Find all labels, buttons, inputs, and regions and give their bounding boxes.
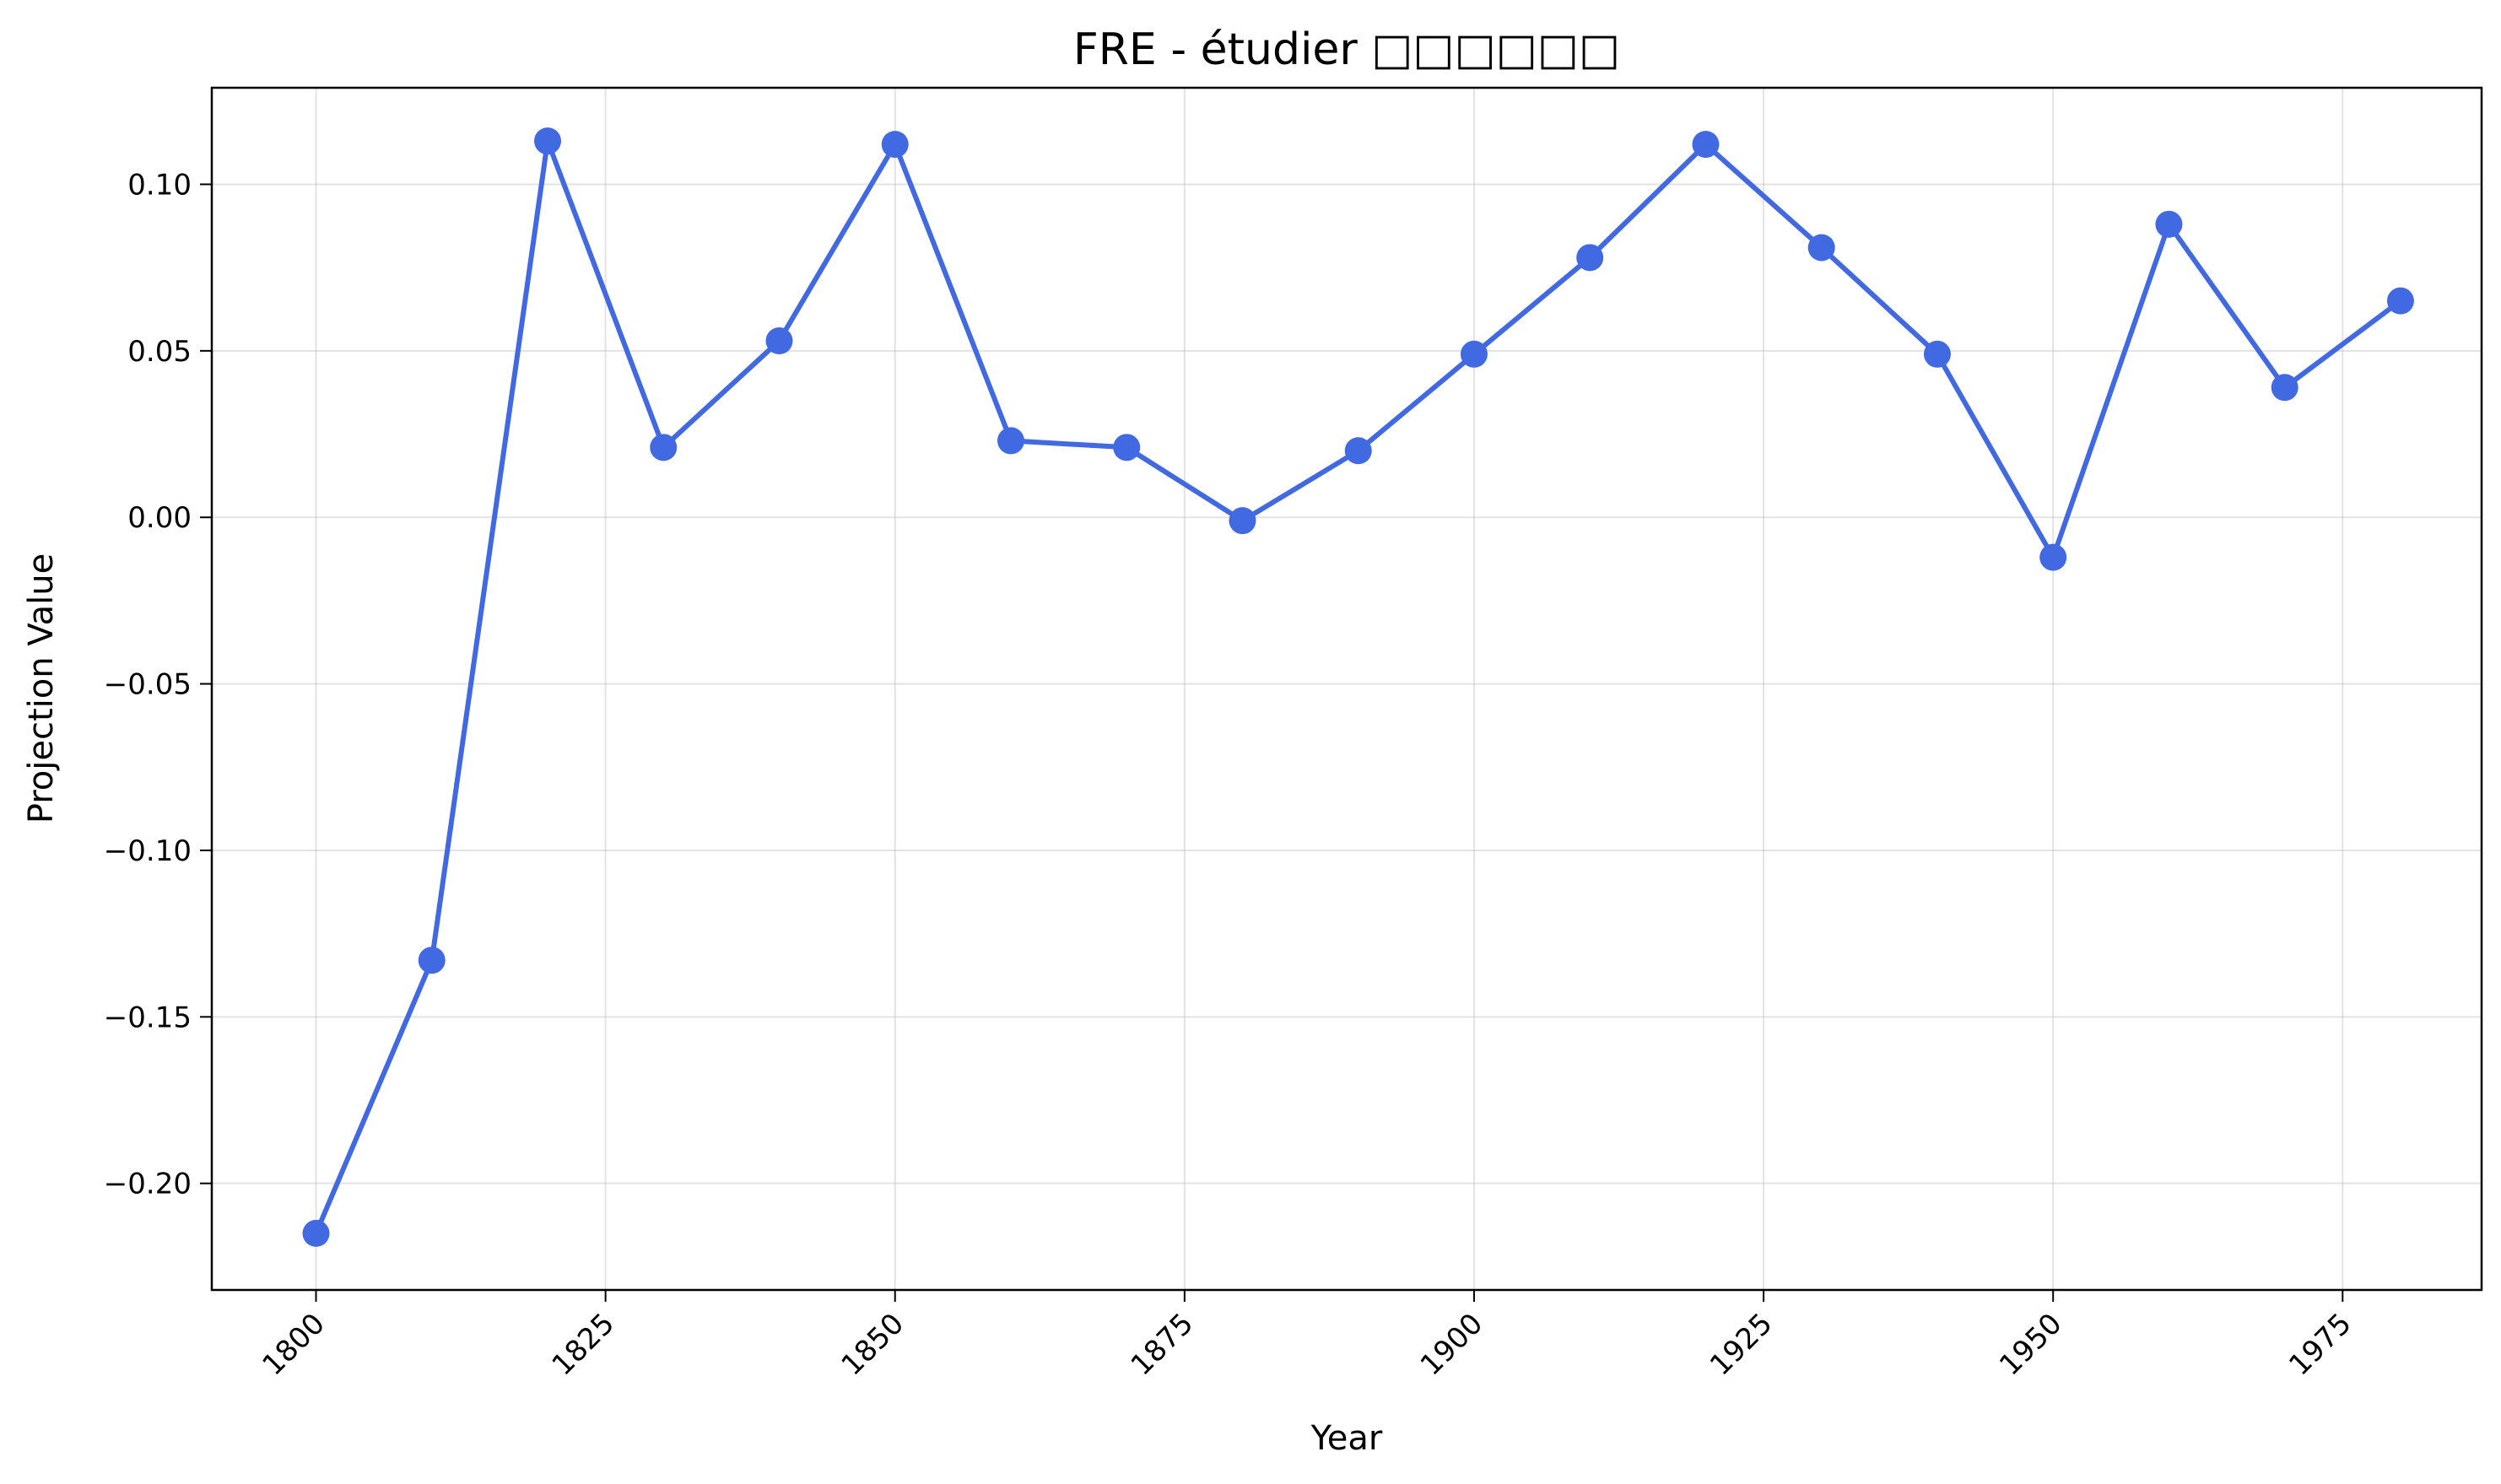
x-tick-label: 1825: [546, 1307, 621, 1382]
data-point: [765, 327, 793, 354]
series-layer: [302, 127, 2414, 1247]
x-tick-label: 1925: [1704, 1307, 1779, 1382]
y-tick-label: −0.15: [104, 1001, 192, 1034]
data-point: [302, 1219, 330, 1247]
data-point: [881, 131, 909, 159]
grid: [212, 88, 2482, 1290]
y-tick-label: 0.05: [127, 335, 192, 369]
x-tick-label: 1800: [256, 1307, 331, 1382]
data-point: [418, 947, 446, 974]
x-axis-label: Year: [1310, 1419, 1383, 1458]
y-tick-label: 0.10: [127, 168, 192, 202]
data-point: [1344, 437, 1372, 465]
series-line: [313, 138, 2403, 1236]
data-point: [997, 427, 1024, 455]
data-point: [2386, 287, 2414, 315]
data-point: [2271, 374, 2298, 402]
x-tick-label: 1900: [1414, 1307, 1489, 1382]
data-point: [1576, 244, 1604, 272]
data-point: [1692, 131, 1720, 159]
y-tick-label: 0.00: [127, 501, 192, 535]
x-tick-label: 1850: [835, 1307, 910, 1382]
x-tick-label: 1975: [2282, 1307, 2358, 1382]
x-tick-label: 1950: [1993, 1307, 2068, 1382]
x-axis: 1800 1825 1850 1875 1900 1925 1950 1975: [256, 1290, 2358, 1383]
data-point: [1807, 234, 1835, 262]
y-axis-label: Projection Value: [22, 553, 61, 823]
y-tick-label: −0.20: [104, 1168, 192, 1201]
x-tick-label: 1875: [1125, 1307, 1200, 1382]
data-point: [1113, 434, 1141, 461]
data-point: [650, 434, 678, 461]
data-point: [1229, 507, 1256, 535]
data-point: [2039, 543, 2067, 571]
data-point: [1460, 340, 1488, 368]
chart-title: FRE - étudier □□□□□□: [1073, 24, 1620, 75]
y-axis: −0.20 −0.15 −0.10 −0.05 0.00 0.05 0.10: [104, 168, 212, 1201]
y-tick-label: −0.10: [104, 834, 192, 868]
data-point: [534, 127, 562, 155]
data-point: [1923, 340, 1951, 368]
plot-frame: [210, 86, 2483, 1292]
y-tick-label: −0.05: [104, 668, 192, 702]
data-point: [2155, 210, 2183, 238]
